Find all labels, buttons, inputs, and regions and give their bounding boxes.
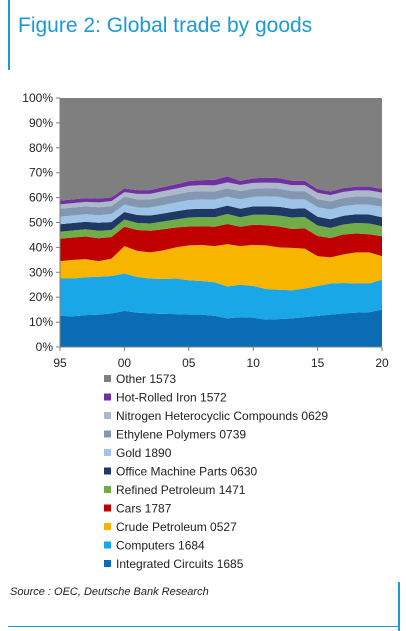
title-accent-bar — [8, 0, 10, 70]
area-refined-petroleum-1471 — [60, 214, 382, 239]
figure-frame: Figure 2: Global trade by goods 0% 10% 20%… — [8, 0, 400, 631]
legend-label: Crude Petroleum 0527 — [116, 520, 237, 534]
legend-swatch — [104, 486, 111, 493]
area-other-1573 — [60, 98, 382, 201]
area-hot-rolled-iron-1572 — [60, 176, 382, 205]
x-tick-label: 15 — [311, 356, 325, 370]
x-tick-label: 10 — [247, 356, 261, 370]
y-tick-label: 80% — [29, 141, 53, 155]
area-cars-1787 — [60, 223, 382, 262]
y-tick-label: 40% — [29, 240, 53, 254]
x-tick-label: 00 — [118, 356, 132, 370]
area-crude-petroleum-0527 — [60, 244, 382, 291]
legend-label: Office Machine Parts 0630 — [116, 465, 258, 479]
legend-swatch — [104, 375, 111, 382]
stacked-area-chart: 0% 10% 20% 30% 40% 50% 60% 70% 80% 90% 100% 95 00 05… — [22, 91, 389, 571]
area-nitrogen-heterocyclic-compounds-0629 — [60, 182, 382, 209]
y-tick-label: 0% — [36, 340, 54, 354]
figure-title: Figure 2: Global trade by goods — [18, 14, 313, 37]
frame-bottom-rule — [8, 626, 400, 627]
legend-label: Cars 1787 — [116, 502, 172, 516]
legend-label: Gold 1890 — [116, 446, 172, 460]
y-tick-label: 60% — [29, 191, 53, 205]
y-tick-label: 30% — [29, 265, 53, 279]
y-tick-label: 50% — [29, 216, 53, 230]
legend-swatch — [104, 560, 111, 567]
legend-label: Other 1573 — [116, 372, 176, 386]
y-tick-label: 10% — [29, 315, 53, 329]
legend-swatch — [104, 504, 111, 512]
legend-swatch — [104, 412, 111, 419]
legend-swatch — [104, 393, 111, 401]
legend-label: Ethylene Polymers 0739 — [116, 428, 246, 442]
y-tick-label: 90% — [29, 116, 53, 130]
y-axis: 0% 10% 20% 30% 40% 50% 60% 70% 80% 90% 100% — [22, 91, 61, 354]
legend-label: Computers 1684 — [116, 539, 205, 553]
legend-swatch — [104, 430, 111, 438]
x-tick-label: 95 — [53, 356, 67, 370]
legend-label: Hot-Rolled Iron 1572 — [116, 391, 227, 405]
legend: Other 1573 Hot-Rolled Iron 1572 Nitrogen H… — [104, 372, 328, 571]
legend-label: Nitrogen Heterocyclic Compounds 0629 — [116, 409, 328, 423]
y-tick-label: 100% — [22, 91, 53, 105]
legend-swatch — [104, 467, 111, 475]
area-integrated-circuits-1685 — [60, 309, 382, 347]
y-tick-label: 20% — [29, 290, 53, 304]
frame-right-rule — [398, 582, 400, 631]
area-series-group — [60, 98, 382, 347]
x-tick-label: 05 — [182, 356, 196, 370]
area-gold-1890 — [60, 196, 382, 225]
legend-swatch — [104, 541, 111, 549]
x-tick-label: 20 — [375, 356, 389, 370]
area-office-machine-parts-0630 — [60, 205, 382, 232]
area-computers-1684 — [60, 273, 382, 320]
legend-swatch — [104, 449, 111, 456]
source-note: Source : OEC, Deutsche Bank Research — [10, 586, 209, 598]
legend-label: Integrated Circuits 1685 — [116, 557, 244, 571]
area-ethylene-polymers-0739 — [60, 188, 382, 217]
legend-label: Refined Petroleum 1471 — [116, 483, 246, 497]
legend-swatch — [104, 523, 111, 530]
y-tick-label: 70% — [29, 166, 53, 180]
x-axis: 95 00 05 10 15 20 — [53, 346, 389, 370]
